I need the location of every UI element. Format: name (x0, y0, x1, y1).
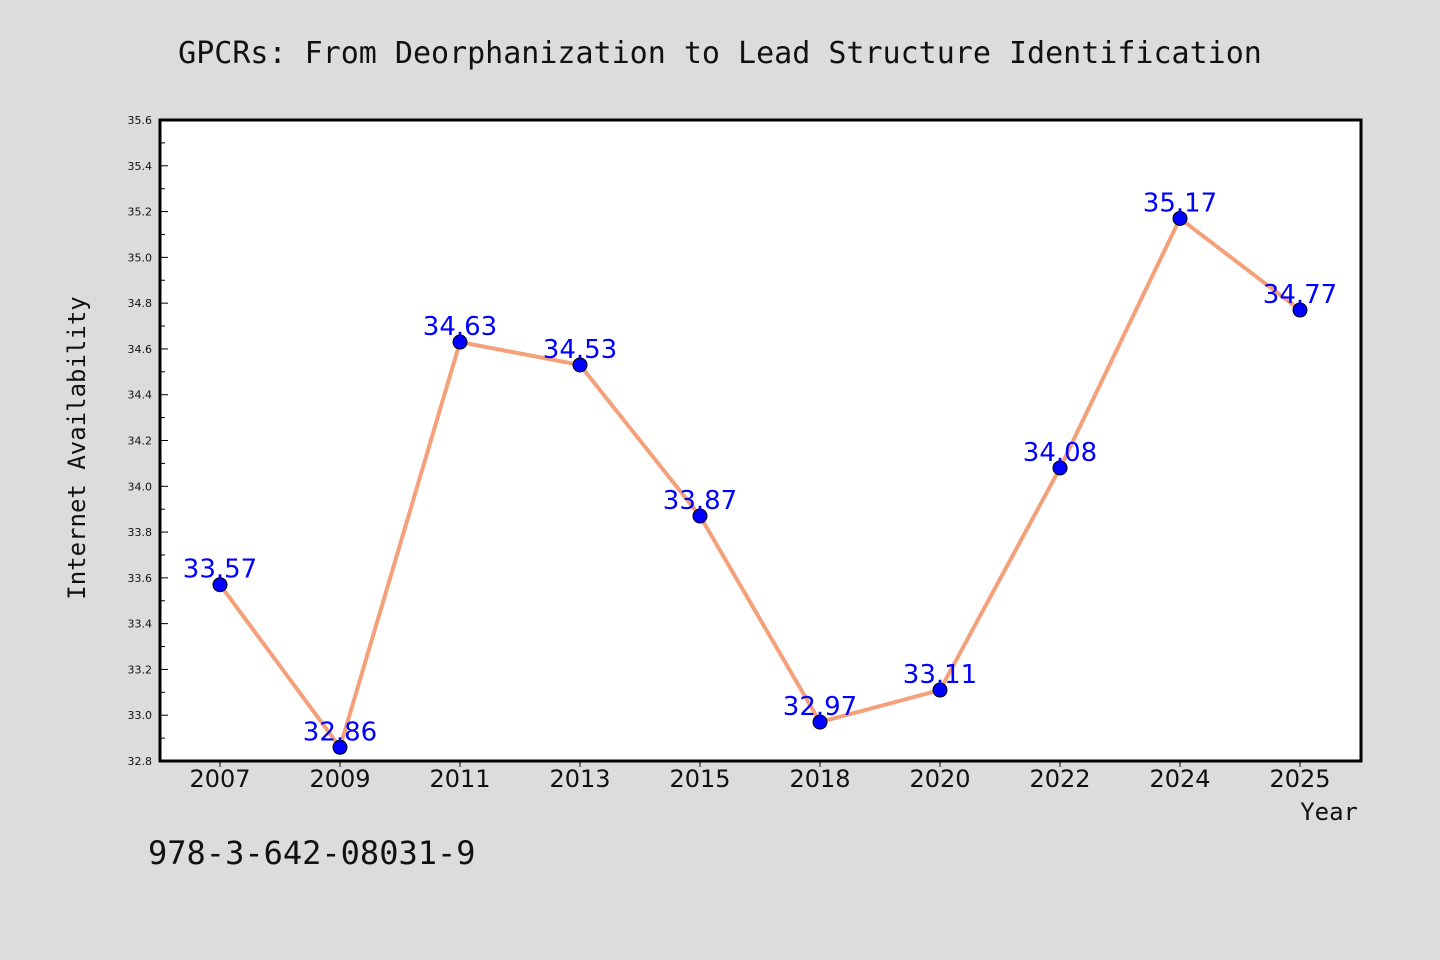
y-tick-label: 33.2 (128, 663, 153, 676)
chart-title: GPCRs: From Deorphanization to Lead Stru… (178, 36, 1262, 71)
data-point-marker (1052, 460, 1068, 476)
x-axis-ticks: 2007 2009 2011 2013 2015 2018 2020 2022 2024 2025 (189, 761, 1331, 793)
x-tick-label: 2011 (429, 765, 490, 793)
data-label: 32.86 (303, 717, 377, 747)
y-tick-label: 33.6 (128, 572, 153, 585)
data-labels: 33.57 32.86 34.63 34.53 33.87 32.97 33.11 34.08… (183, 188, 1337, 747)
x-tick-label: 2015 (669, 765, 730, 793)
data-label: 34.77 (1263, 280, 1337, 310)
data-point-marker (932, 682, 948, 698)
y-tick-label: 32.8 (128, 755, 153, 768)
data-point-marker (692, 508, 708, 524)
data-label: 35.17 (1143, 188, 1217, 218)
x-tick-label: 2009 (309, 765, 370, 793)
x-axis-label: Year (1300, 798, 1358, 826)
x-tick-label: 2022 (1029, 765, 1090, 793)
data-label: 34.63 (423, 312, 497, 342)
data-point-marker (1172, 210, 1188, 226)
data-point-marker (812, 714, 828, 730)
data-label: 34.53 (543, 335, 617, 365)
x-tick-label: 2018 (789, 765, 850, 793)
y-tick-label: 35.4 (128, 160, 153, 173)
series-polyline (218, 216, 1302, 750)
y-tick-label: 34.4 (128, 389, 153, 402)
y-tick-label: 35.6 (128, 114, 153, 127)
y-tick-label: 34.6 (128, 343, 153, 356)
y-tick-label: 35.0 (128, 251, 153, 264)
y-axis-ticks: 32.8 33.0 33.2 33.4 33.6 33.8 34.0 34.2 34.4 34.6… (128, 114, 168, 768)
y-tick-label: 34.8 (128, 297, 153, 310)
data-point-marker (452, 334, 468, 350)
y-tick-label: 33.4 (128, 618, 153, 631)
data-label: 32.97 (783, 692, 857, 722)
isbn-text: 978-3-642-08031-9 (148, 834, 476, 872)
data-point-marker (1292, 302, 1308, 318)
data-point-marker (212, 577, 228, 593)
y-tick-label: 33.8 (128, 526, 153, 539)
series-line (212, 210, 1308, 755)
data-label: 33.11 (903, 660, 977, 690)
y-tick-label: 33.0 (128, 709, 153, 722)
x-tick-label: 2025 (1269, 765, 1330, 793)
data-label: 34.08 (1023, 438, 1097, 468)
data-point-marker (332, 739, 348, 755)
x-tick-label: 2024 (1149, 765, 1210, 793)
data-label: 33.57 (183, 555, 257, 585)
y-tick-label: 34.0 (128, 480, 153, 493)
data-label: 33.87 (663, 486, 737, 516)
x-tick-label: 2013 (549, 765, 610, 793)
x-tick-label: 2007 (189, 765, 250, 793)
data-point-marker (572, 357, 588, 373)
y-axis-label: Internet Availability (63, 296, 91, 599)
y-tick-label: 34.2 (128, 435, 153, 448)
x-tick-label: 2020 (909, 765, 970, 793)
y-tick-label: 35.2 (128, 206, 153, 219)
plot-area (158, 118, 1363, 763)
